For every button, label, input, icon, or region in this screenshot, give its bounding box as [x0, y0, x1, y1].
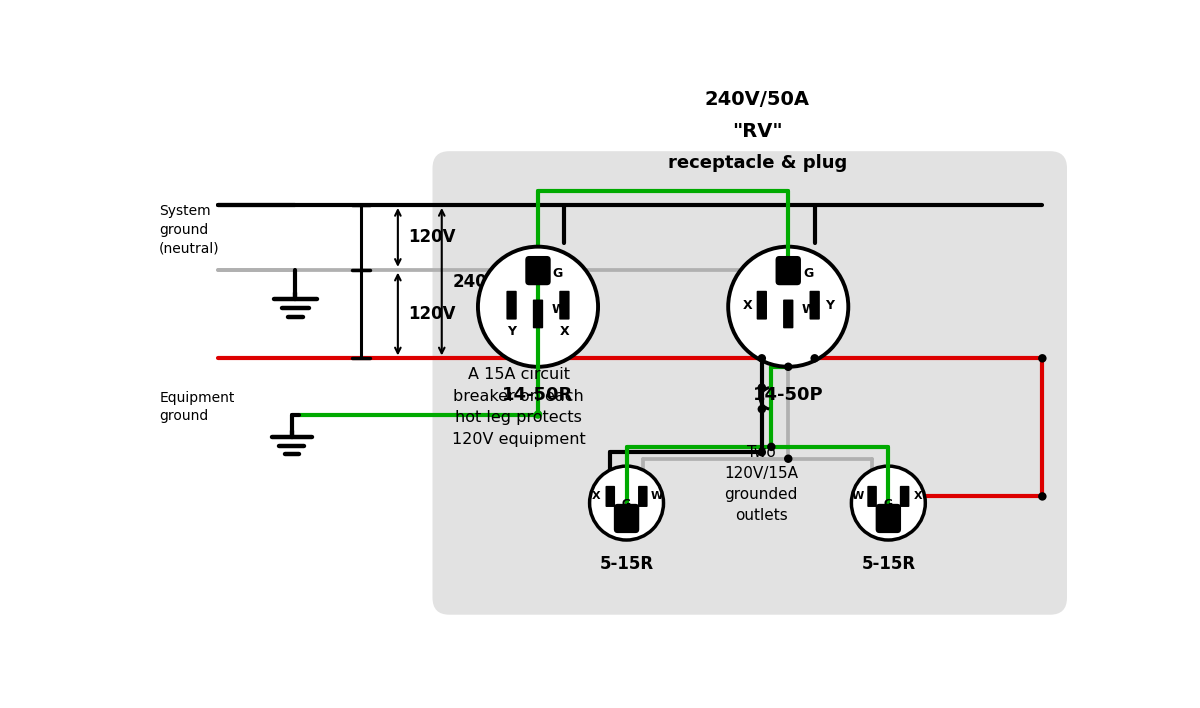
- Circle shape: [757, 383, 766, 392]
- FancyBboxPatch shape: [533, 299, 544, 329]
- Text: 120V: 120V: [409, 229, 456, 246]
- Text: A 15A circuit
breaker on each
hot leg protects
120V equipment: A 15A circuit breaker on each hot leg pr…: [452, 367, 586, 447]
- Text: 14-50P: 14-50P: [752, 386, 823, 404]
- Text: W: W: [802, 303, 816, 316]
- Text: 5-15R: 5-15R: [862, 556, 916, 573]
- Text: X: X: [743, 299, 752, 312]
- Circle shape: [757, 448, 766, 457]
- Text: 5-15R: 5-15R: [600, 556, 654, 573]
- Text: W: W: [650, 491, 662, 501]
- Text: Equipment
ground: Equipment ground: [160, 391, 234, 423]
- Circle shape: [767, 442, 775, 451]
- Circle shape: [784, 362, 792, 371]
- Text: G: G: [883, 499, 893, 509]
- Text: W: W: [552, 303, 565, 316]
- FancyBboxPatch shape: [868, 486, 877, 507]
- Text: 120V: 120V: [409, 305, 456, 323]
- Text: G: G: [803, 267, 814, 280]
- Text: X: X: [914, 491, 923, 501]
- FancyBboxPatch shape: [810, 291, 820, 319]
- Text: System
ground
(neutral): System ground (neutral): [160, 205, 220, 255]
- FancyBboxPatch shape: [775, 256, 800, 285]
- FancyBboxPatch shape: [900, 486, 910, 507]
- FancyBboxPatch shape: [559, 291, 570, 319]
- Circle shape: [589, 466, 664, 540]
- Text: receptacle & plug: receptacle & plug: [668, 154, 847, 172]
- Text: Two
120V/15A
grounded
outlets: Two 120V/15A grounded outlets: [725, 445, 798, 523]
- Circle shape: [784, 266, 792, 274]
- Circle shape: [534, 266, 542, 274]
- FancyBboxPatch shape: [638, 486, 648, 507]
- FancyBboxPatch shape: [506, 291, 517, 319]
- Circle shape: [1038, 354, 1046, 362]
- FancyBboxPatch shape: [606, 486, 616, 507]
- FancyBboxPatch shape: [614, 504, 640, 533]
- Text: W: W: [852, 491, 864, 501]
- Text: 14-50R: 14-50R: [503, 386, 574, 404]
- Circle shape: [784, 455, 792, 463]
- Text: X: X: [559, 326, 569, 338]
- Text: 240V: 240V: [452, 273, 500, 291]
- Circle shape: [757, 405, 766, 413]
- Text: Y: Y: [824, 299, 834, 312]
- FancyBboxPatch shape: [876, 504, 901, 533]
- Circle shape: [851, 466, 925, 540]
- FancyBboxPatch shape: [784, 299, 793, 329]
- Circle shape: [728, 246, 848, 367]
- Circle shape: [534, 410, 542, 418]
- Text: 240V/50A: 240V/50A: [704, 90, 810, 108]
- Circle shape: [1038, 492, 1046, 501]
- FancyBboxPatch shape: [757, 291, 767, 319]
- FancyBboxPatch shape: [432, 152, 1067, 615]
- Text: G: G: [622, 499, 631, 509]
- Text: Y: Y: [508, 326, 516, 338]
- Text: "RV": "RV": [732, 122, 782, 141]
- Circle shape: [810, 354, 818, 362]
- Text: X: X: [592, 491, 601, 501]
- Circle shape: [757, 354, 766, 362]
- FancyBboxPatch shape: [526, 256, 551, 285]
- Text: G: G: [553, 267, 563, 280]
- Circle shape: [478, 246, 598, 367]
